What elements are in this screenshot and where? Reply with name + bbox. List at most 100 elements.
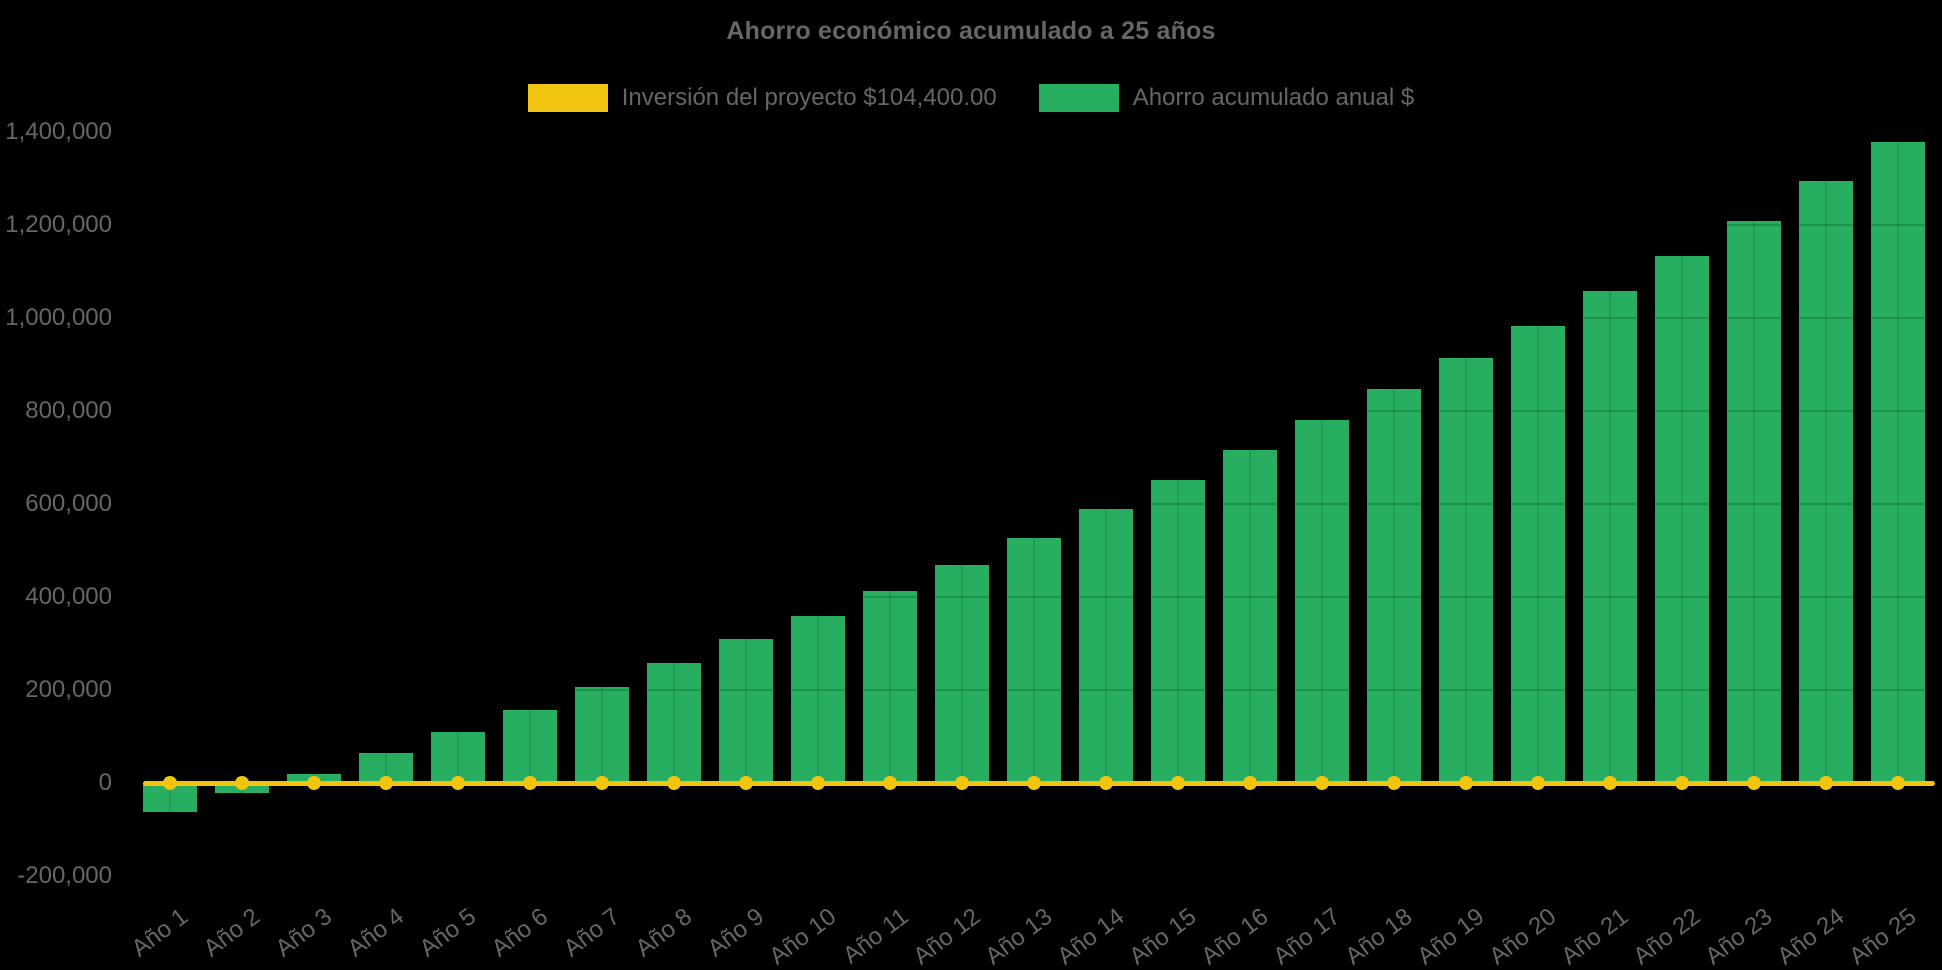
- gridline: [1753, 131, 1755, 877]
- line-point-anio-4[interactable]: [379, 776, 393, 790]
- x-axis-tick-label: Año 4: [342, 903, 410, 963]
- line-point-anio-9[interactable]: [739, 776, 753, 790]
- line-point-anio-3[interactable]: [307, 776, 321, 790]
- gridline: [457, 131, 459, 877]
- bar-anio-16[interactable]: [1223, 450, 1277, 783]
- bar-anio-20[interactable]: [1511, 325, 1565, 783]
- legend-item-ahorro[interactable]: Ahorro acumulado anual $: [1038, 84, 1415, 112]
- x-axis-tick-label: Año 1: [126, 903, 194, 963]
- gridline: [1177, 131, 1179, 877]
- line-point-anio-16[interactable]: [1243, 776, 1257, 790]
- bar-anio-17[interactable]: [1295, 420, 1349, 783]
- gridline: [1393, 131, 1395, 877]
- gridline: [134, 595, 1934, 598]
- legend-swatch-yellow-icon: [527, 84, 608, 112]
- legend-item-inversion[interactable]: Inversión del proyecto $104,400.00: [527, 84, 997, 112]
- gridline: [169, 131, 171, 877]
- line-point-anio-12[interactable]: [955, 776, 969, 790]
- gridline: [1537, 131, 1539, 877]
- gridline: [241, 131, 243, 877]
- line-point-anio-7[interactable]: [595, 776, 609, 790]
- bar-anio-13[interactable]: [1007, 538, 1061, 783]
- line-point-anio-5[interactable]: [451, 776, 465, 790]
- line-point-anio-21[interactable]: [1603, 776, 1617, 790]
- line-point-anio-13[interactable]: [1027, 776, 1041, 790]
- x-axis-tick-label: Año 20: [1484, 903, 1562, 970]
- gridline: [134, 688, 1934, 691]
- bar-anio-25[interactable]: [1871, 142, 1925, 783]
- gridline: [134, 875, 1934, 878]
- gridline: [134, 502, 1934, 505]
- bar-anio-7[interactable]: [575, 687, 629, 783]
- x-axis-tick-label: Año 24: [1772, 903, 1850, 970]
- gridline: [1033, 131, 1035, 877]
- y-axis-tick-label: 800,000: [25, 396, 112, 424]
- y-axis-tick-label: -200,000: [17, 862, 112, 890]
- gridline: [529, 131, 531, 877]
- gridline: [134, 130, 1934, 133]
- line-point-anio-20[interactable]: [1531, 776, 1545, 790]
- x-axis-tick-label: Año 23: [1700, 903, 1778, 970]
- gridline: [134, 316, 1934, 319]
- bar-anio-15[interactable]: [1151, 480, 1205, 783]
- bar-anio-21[interactable]: [1583, 291, 1637, 783]
- bar-anio-11[interactable]: [863, 590, 917, 783]
- legend-label-ahorro: Ahorro acumulado anual $: [1132, 84, 1415, 111]
- bar-anio-14[interactable]: [1079, 509, 1133, 783]
- x-axis-tick-label: Año 8: [630, 903, 698, 963]
- gridline: [134, 409, 1934, 412]
- gridline: [1609, 131, 1611, 877]
- gridline: [601, 131, 603, 877]
- line-point-anio-15[interactable]: [1171, 776, 1185, 790]
- bar-anio-23[interactable]: [1727, 221, 1781, 783]
- line-point-anio-23[interactable]: [1747, 776, 1761, 790]
- bar-anio-10[interactable]: [791, 615, 845, 783]
- x-axis-tick-label: Año 5: [414, 903, 482, 963]
- line-point-anio-8[interactable]: [667, 776, 681, 790]
- gridline: [673, 131, 675, 877]
- line-point-anio-11[interactable]: [883, 776, 897, 790]
- x-axis-tick-label: Año 16: [1196, 903, 1274, 970]
- bar-anio-9[interactable]: [719, 639, 773, 783]
- x-axis-tick-label: Año 19: [1412, 903, 1490, 970]
- x-axis-tick-label: Año 11: [837, 903, 914, 970]
- line-point-anio-17[interactable]: [1315, 776, 1329, 790]
- x-axis-tick-label: Año 6: [486, 903, 554, 963]
- gridline: [134, 223, 1934, 226]
- bar-anio-24[interactable]: [1799, 180, 1853, 783]
- x-axis-tick-label: Año 3: [270, 903, 338, 963]
- bar-anio-22[interactable]: [1655, 255, 1709, 783]
- x-axis-tick-label: Año 7: [558, 903, 626, 963]
- bar-anio-19[interactable]: [1439, 357, 1493, 783]
- line-point-anio-24[interactable]: [1819, 776, 1833, 790]
- bar-anio-12[interactable]: [935, 564, 989, 783]
- bar-anio-18[interactable]: [1367, 389, 1421, 783]
- line-point-anio-6[interactable]: [523, 776, 537, 790]
- gridline: [1465, 131, 1467, 877]
- x-axis-tick-label: Año 10: [764, 903, 842, 970]
- x-axis-tick-label: Año 14: [1052, 903, 1130, 970]
- x-axis-tick-label: Año 9: [702, 903, 770, 963]
- bar-anio-8[interactable]: [647, 663, 701, 783]
- gridline: [889, 131, 891, 877]
- gridline: [385, 131, 387, 877]
- y-axis-tick-label: 400,000: [25, 582, 112, 610]
- line-point-anio-2[interactable]: [235, 776, 249, 790]
- line-point-anio-19[interactable]: [1459, 776, 1473, 790]
- line-point-anio-14[interactable]: [1099, 776, 1113, 790]
- legend-swatch-green-icon: [1038, 84, 1119, 112]
- bar-anio-5[interactable]: [431, 731, 485, 783]
- bar-anio-6[interactable]: [503, 709, 557, 783]
- chart-legend: Inversión del proyecto $104,400.00 Ahorr…: [0, 84, 1942, 112]
- line-point-anio-10[interactable]: [811, 776, 825, 790]
- line-point-anio-1[interactable]: [163, 776, 177, 790]
- gridline: [961, 131, 963, 877]
- x-axis-tick-label: Año 25: [1844, 903, 1922, 970]
- line-point-anio-18[interactable]: [1387, 776, 1401, 790]
- chart-title: Ahorro económico acumulado a 25 años: [726, 17, 1216, 45]
- line-point-anio-25[interactable]: [1891, 776, 1905, 790]
- x-axis-tick-label: Año 13: [980, 903, 1058, 970]
- y-axis-tick-label: 600,000: [25, 489, 112, 517]
- y-axis-tick-label: 1,000,000: [5, 303, 112, 331]
- line-point-anio-22[interactable]: [1675, 776, 1689, 790]
